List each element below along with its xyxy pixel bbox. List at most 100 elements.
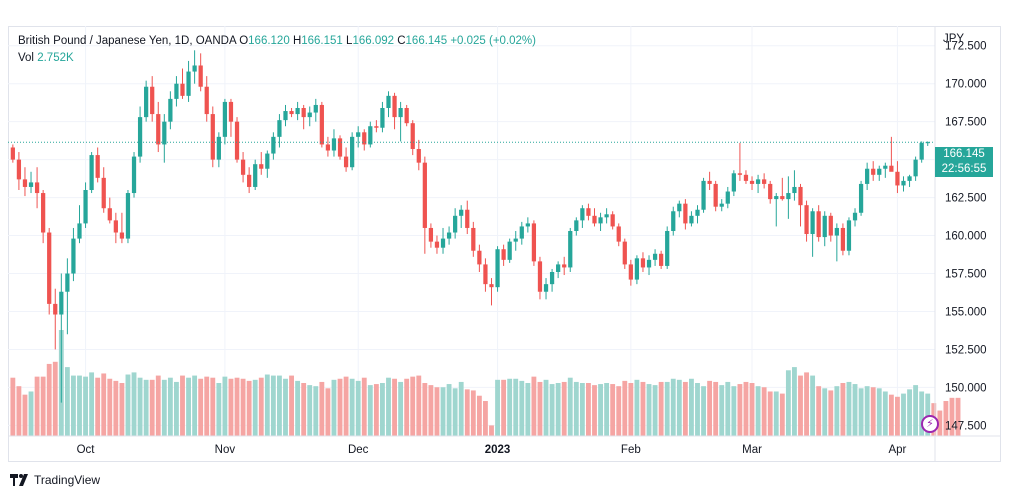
volume-bar xyxy=(737,384,743,436)
volume-bar xyxy=(707,380,713,436)
events-lightning-icon[interactable]: ⚡ xyxy=(921,415,939,433)
volume-bar xyxy=(840,383,846,436)
volume-bar xyxy=(483,401,488,436)
candle-body xyxy=(162,121,167,145)
candle-body xyxy=(501,249,506,260)
candle-body xyxy=(150,86,155,115)
volume-bar xyxy=(228,378,234,436)
volume-bar xyxy=(689,378,694,436)
candle-body xyxy=(580,208,585,221)
candle-body xyxy=(204,86,209,115)
volume-bar xyxy=(198,378,204,436)
candle-body xyxy=(107,208,112,221)
legend-high-label: H xyxy=(292,35,302,47)
candle-body xyxy=(374,126,379,128)
volume-bar xyxy=(470,390,476,436)
candle-body xyxy=(913,159,918,177)
candle-body xyxy=(531,223,537,262)
candle-body xyxy=(392,95,397,118)
volume-bar xyxy=(876,388,882,436)
candle-body xyxy=(895,171,900,186)
candle-body xyxy=(337,138,343,157)
candle-body xyxy=(325,144,331,151)
price-tick-label: 160.000 xyxy=(945,231,987,243)
legend-close-label: C xyxy=(397,35,406,47)
candle-body xyxy=(592,215,597,224)
volume-bar xyxy=(337,378,343,436)
volume-bar xyxy=(701,386,706,436)
candle-body xyxy=(780,196,785,200)
volume-bar xyxy=(149,379,155,436)
candle-body xyxy=(186,71,191,96)
candle-body xyxy=(22,179,28,187)
volume-bar xyxy=(804,372,809,436)
volume-bar xyxy=(428,385,434,436)
volume-bar xyxy=(604,383,610,436)
candle-body xyxy=(489,284,494,288)
volume-bar xyxy=(410,376,416,436)
volume-bar xyxy=(252,379,258,436)
tradingview-logo[interactable]: TradingView xyxy=(10,473,100,487)
volume-bar xyxy=(186,377,191,436)
volume-bar xyxy=(222,376,228,436)
candle-body xyxy=(228,101,234,122)
candle-body xyxy=(301,108,306,118)
volume-bar xyxy=(513,378,519,436)
volume-bar xyxy=(386,377,391,436)
time-tick-label: Dec xyxy=(348,444,369,456)
volume-bar xyxy=(519,380,525,436)
candle-body xyxy=(634,258,640,280)
candle-body xyxy=(295,108,300,115)
volume-bars xyxy=(10,330,961,436)
tradingview-logo-icon xyxy=(10,474,28,486)
volume-bar xyxy=(246,380,252,436)
candle-body xyxy=(537,261,543,292)
candle-body xyxy=(240,159,246,175)
volume-bar xyxy=(713,381,719,436)
candle-body xyxy=(901,180,906,186)
volume-bar xyxy=(174,381,179,436)
candle-body xyxy=(404,108,409,124)
candle-body xyxy=(277,120,282,137)
candle-body xyxy=(137,117,143,157)
volume-bar xyxy=(277,375,282,436)
volume-bar xyxy=(822,388,828,436)
candle-body xyxy=(792,186,797,194)
volume-bar xyxy=(380,383,385,436)
candle-body xyxy=(198,65,203,87)
candle-body xyxy=(41,193,46,233)
candle-body xyxy=(234,121,240,160)
volume-bar xyxy=(264,374,270,436)
candle-body xyxy=(28,182,34,187)
price-tick-label: 155.000 xyxy=(945,306,987,318)
volume-bar xyxy=(113,380,119,436)
volume-bar xyxy=(325,388,331,436)
volume-bar xyxy=(71,375,76,436)
candle-body xyxy=(495,249,500,288)
volume-bar xyxy=(89,372,95,436)
candle-body xyxy=(410,123,415,149)
volume-bar xyxy=(404,378,410,436)
candle-body xyxy=(77,223,82,239)
candle-body xyxy=(695,209,700,216)
volume-bar xyxy=(567,377,573,436)
candle-body xyxy=(386,95,391,108)
candle-body xyxy=(10,147,15,160)
brand-name: TradingView xyxy=(34,473,101,487)
volume-bar xyxy=(779,393,785,436)
legend-vol: 2.752K xyxy=(37,52,74,64)
candle-body xyxy=(83,190,88,224)
candle-body xyxy=(398,108,403,118)
legend-high: 166.151 xyxy=(301,35,343,47)
candle-body xyxy=(65,273,70,292)
legend-volume: Vol 2.752K xyxy=(18,52,74,64)
currency-label: JPY xyxy=(943,33,965,45)
volume-bar xyxy=(167,377,173,436)
candle-body xyxy=(247,174,252,187)
candle-body xyxy=(834,227,839,236)
candle-body xyxy=(707,180,712,184)
volume-bar xyxy=(392,378,397,436)
volume-bar xyxy=(40,376,46,436)
candle-body xyxy=(113,220,118,233)
